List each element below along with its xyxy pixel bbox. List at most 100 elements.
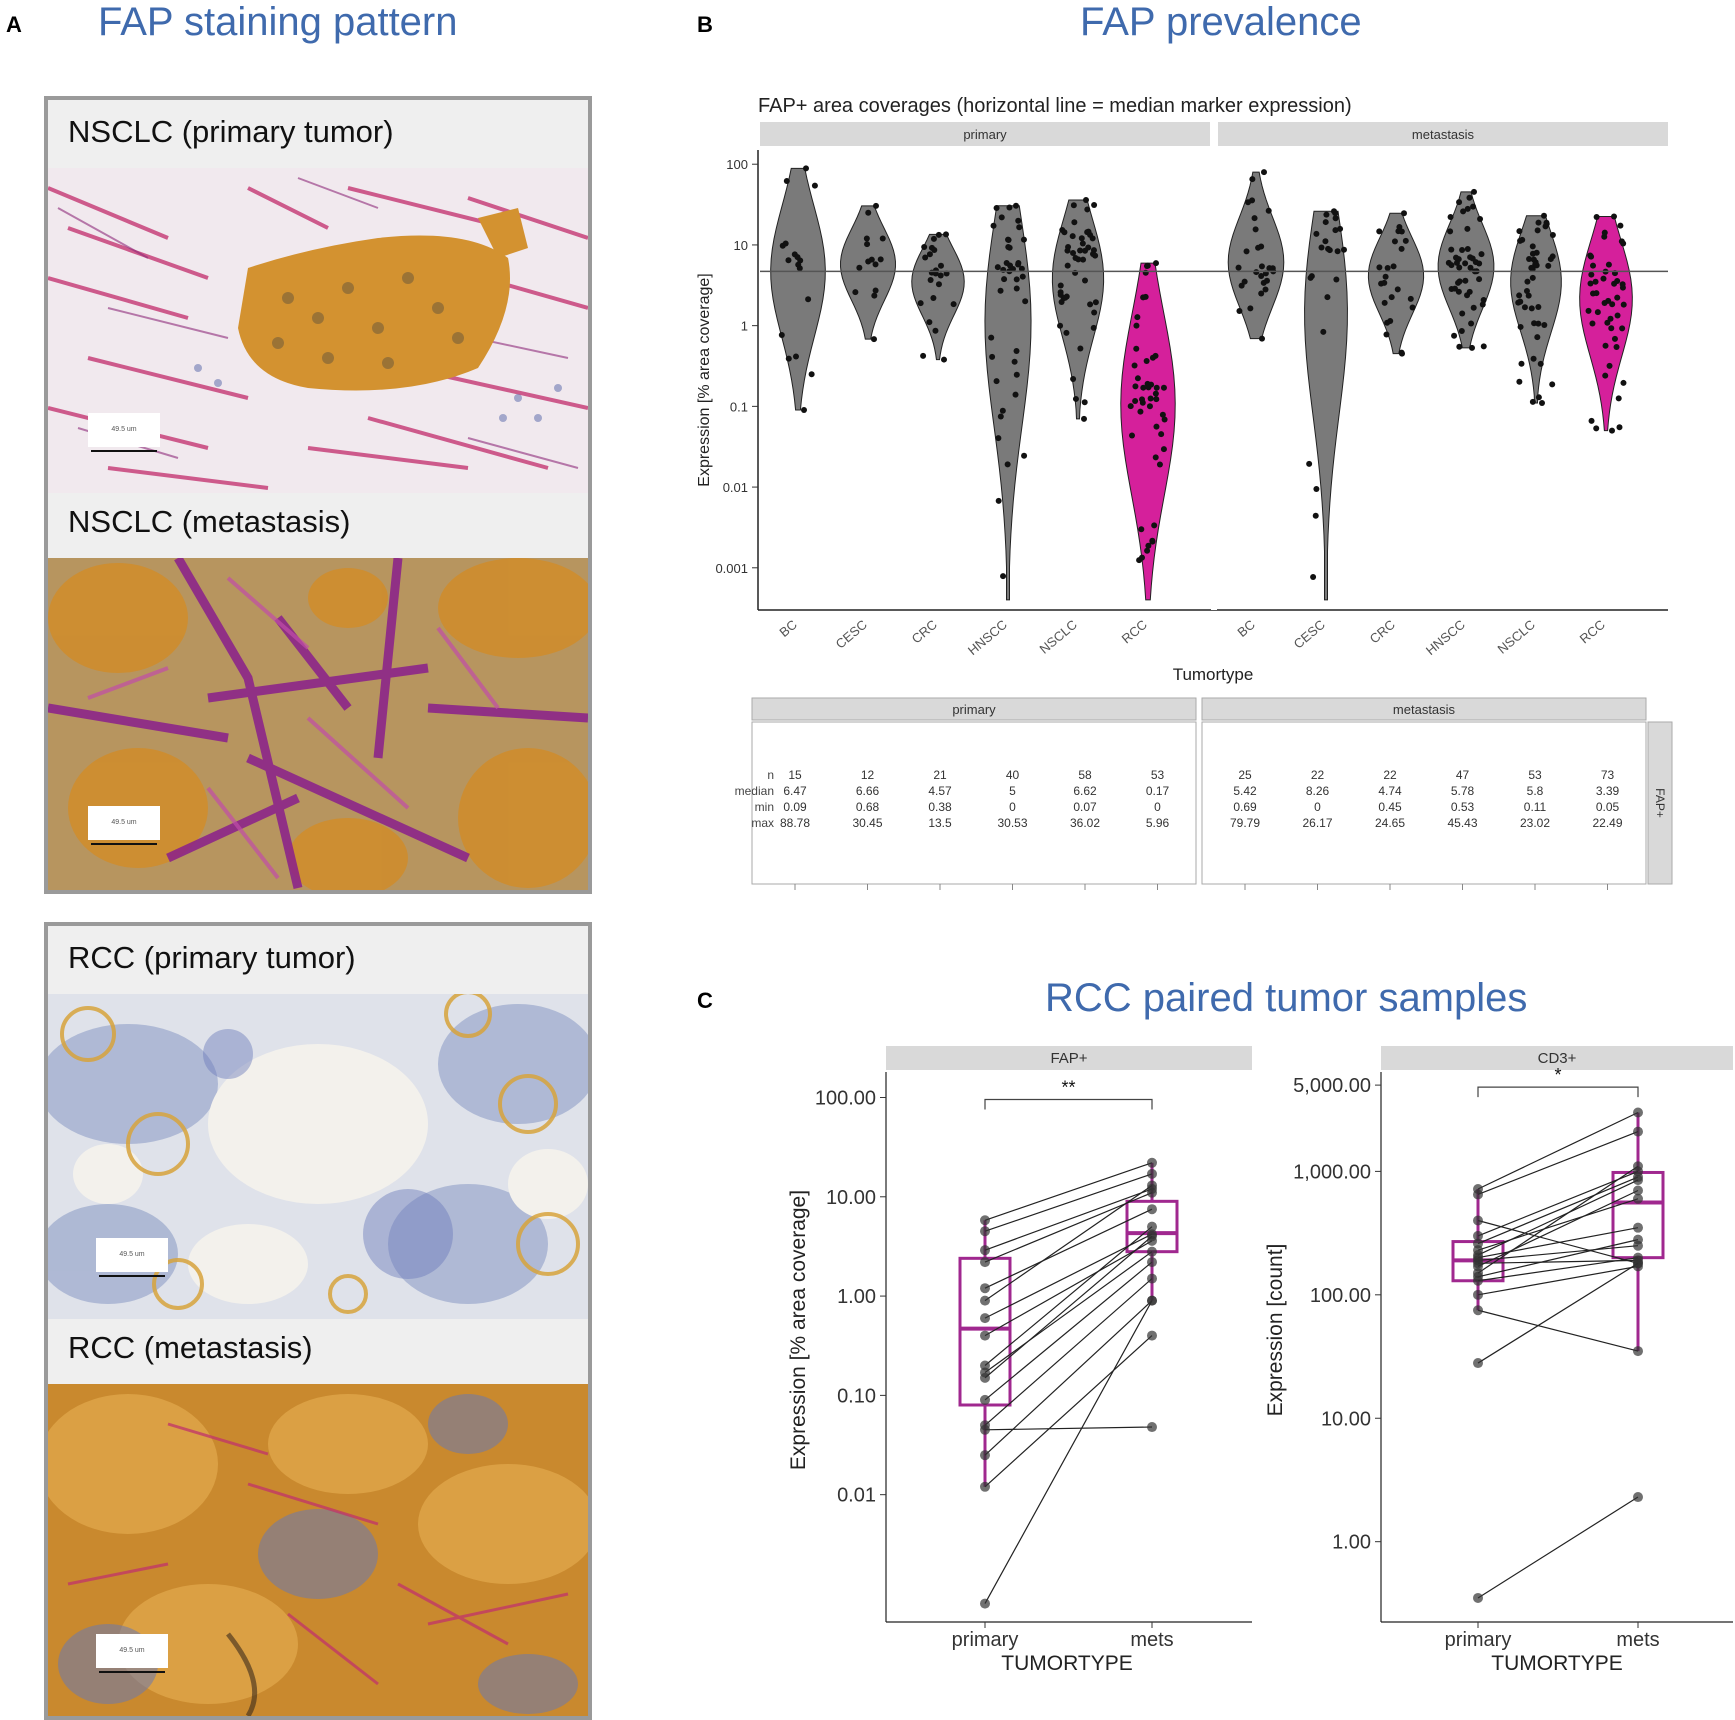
- y-tick-label: 1: [741, 319, 748, 334]
- table-cell: 4.74: [1378, 784, 1402, 798]
- violin-point: [1523, 287, 1530, 294]
- x-tick-label: primary: [952, 1629, 1019, 1651]
- violin-point: [865, 258, 872, 265]
- violin-point: [864, 241, 871, 248]
- violin-point: [1145, 542, 1152, 549]
- pair-point-primary: [980, 1424, 990, 1435]
- fap-x-axis-label: TUMORTYPE: [1001, 1652, 1132, 1675]
- scale-bar: [99, 1671, 165, 1673]
- violin-point: [1470, 203, 1477, 210]
- violin-point: [1588, 271, 1595, 278]
- pair-point-mets: [1147, 1180, 1157, 1191]
- table-row-labels: n median min max: [735, 768, 774, 830]
- violin-point: [1069, 233, 1076, 240]
- pair-line: [984, 1261, 1153, 1401]
- table-strip-metastasis: [1201, 697, 1647, 721]
- violin-point: [1592, 278, 1599, 285]
- violin-primary-CRC: [911, 233, 965, 361]
- panel-c-title: RCC paired tumor samples: [1045, 976, 1528, 1020]
- violin-point: [1081, 415, 1087, 422]
- violin-point: [1607, 315, 1614, 322]
- significance-bracket: [1477, 1086, 1639, 1098]
- pair-line: [1477, 1170, 1639, 1237]
- table-cell: 8.26: [1306, 784, 1330, 798]
- pair-point-mets: [1633, 1175, 1643, 1186]
- violin-point: [1376, 264, 1383, 271]
- violin-point: [1456, 278, 1463, 285]
- table-cell: 0.09: [783, 800, 807, 814]
- pair-point-primary: [980, 1295, 990, 1306]
- table-cell: 73: [1601, 768, 1615, 782]
- pair-point-primary: [1473, 1358, 1483, 1369]
- pair-line: [1477, 1131, 1639, 1196]
- table-cell: 13.5: [928, 816, 952, 830]
- violin-point: [1529, 274, 1536, 281]
- violin-point: [1530, 256, 1537, 263]
- violin-point: [1451, 332, 1458, 339]
- violin-point: [1588, 417, 1595, 424]
- violin-point: [1258, 273, 1265, 280]
- violin-shapes: [770, 165, 1633, 601]
- violin-point: [1134, 314, 1141, 321]
- pair-point-mets: [1147, 1257, 1157, 1268]
- violin-point: [1445, 259, 1452, 266]
- violin-chart-title: FAP+ area coverages (horizontal line = m…: [758, 95, 1352, 117]
- violin-point: [1013, 276, 1020, 283]
- violin-point: [1535, 304, 1542, 311]
- violin-point: [856, 264, 863, 271]
- violin-point: [1057, 322, 1064, 329]
- violin-point: [782, 240, 789, 247]
- violin-point: [871, 336, 877, 343]
- violin-point: [1609, 301, 1616, 308]
- pair-point-primary: [980, 1450, 990, 1461]
- violin-point: [1530, 355, 1537, 362]
- y-tick-label: 10.00: [1321, 1408, 1371, 1430]
- violin-point: [1149, 538, 1156, 545]
- cd3-plot-content: 5,000.00 1,000.00 100.00 10.00 1.00 primary me…: [1293, 1065, 1665, 1651]
- violin-point: [1313, 485, 1320, 492]
- violin-point: [1535, 394, 1542, 401]
- violin-point: [1018, 265, 1025, 272]
- table-side-label: FAP+: [1653, 788, 1667, 818]
- table-cell: 0.69: [1233, 800, 1257, 814]
- pair-point-mets: [1147, 1246, 1157, 1257]
- pair-line: [1477, 1111, 1639, 1190]
- violin-point: [1078, 235, 1085, 242]
- violin-point: [1265, 207, 1272, 214]
- pair-point-primary: [1473, 1289, 1483, 1300]
- pair-line: [1477, 1176, 1639, 1245]
- violin-point: [1070, 249, 1077, 256]
- pair-point-mets: [1633, 1107, 1643, 1118]
- table-cell: 53: [1528, 768, 1542, 782]
- violin-point: [1324, 294, 1331, 301]
- table-cell: 0.05: [1596, 800, 1620, 814]
- pair-point-mets: [1633, 1161, 1643, 1172]
- violin-point: [1332, 215, 1339, 222]
- pair-line: [984, 1188, 1153, 1251]
- pair-point-mets: [1147, 1157, 1157, 1168]
- violin-point: [1132, 398, 1139, 405]
- violin-point: [1447, 228, 1454, 235]
- violin-point: [1399, 350, 1405, 357]
- pair-point-primary: [1473, 1215, 1483, 1226]
- violin-point: [1524, 278, 1531, 285]
- pair-point-primary: [980, 1360, 990, 1371]
- pair-point-mets: [1147, 1295, 1157, 1306]
- violin-point: [1156, 461, 1163, 468]
- violin-point: [1153, 260, 1159, 267]
- violin-point: [1072, 254, 1079, 261]
- violin-point: [778, 331, 785, 338]
- violin-point: [1447, 214, 1454, 221]
- violin-point: [993, 378, 1000, 385]
- violin-point: [865, 209, 872, 216]
- x-tick-label: HNSCC: [1423, 617, 1468, 658]
- pair-point-mets: [1147, 1204, 1157, 1215]
- violin-point: [1588, 253, 1595, 260]
- violin-point: [794, 254, 801, 261]
- violin-point: [950, 301, 957, 308]
- violin-metastasis-BC: [1227, 171, 1285, 340]
- table-cell: 25: [1238, 768, 1252, 782]
- y-tick-label: 1,000.00: [1293, 1161, 1371, 1183]
- violin-point: [1398, 228, 1405, 235]
- violin-point: [1322, 238, 1329, 245]
